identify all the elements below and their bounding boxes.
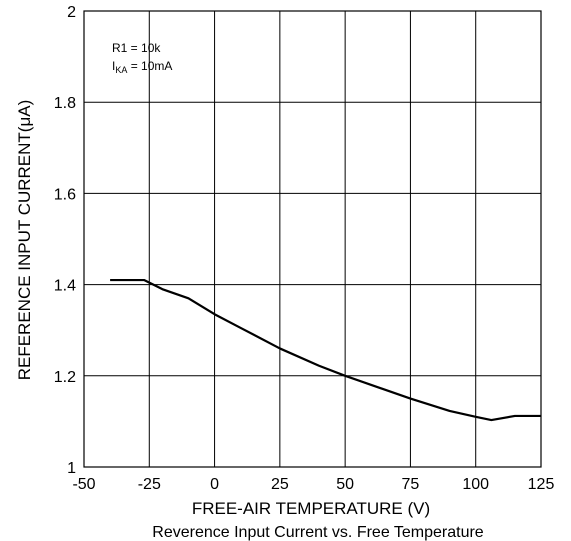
x-tick-label: -50	[72, 476, 95, 493]
y-tick-label: 1.2	[54, 369, 76, 386]
y-tick-label: 2	[67, 4, 76, 21]
x-tick-label: 25	[271, 476, 289, 493]
x-axis-label: FREE-AIR TEMPERATURE (V)	[192, 499, 430, 518]
grid	[83, 10, 542, 468]
series-points	[110, 280, 541, 420]
y-tick-label: 1	[67, 460, 76, 477]
series-line	[110, 278, 541, 422]
x-tick-label: 0	[210, 476, 219, 493]
x-tick-labels: -50 -25 0 25 50 75 100 125	[72, 476, 554, 493]
y-tick-label: 1.6	[54, 186, 76, 203]
annotation-ika: IKA = 10mA	[112, 59, 172, 75]
y-tick-label: 1.8	[54, 95, 76, 112]
y-tick-labels: 1 1.2 1.4 1.6 1.8 2	[54, 4, 76, 477]
y-tick-label: 1.4	[54, 278, 76, 295]
x-tick-label: 50	[336, 476, 354, 493]
x-tick-label: 100	[462, 476, 489, 493]
x-tick-label: -25	[138, 476, 161, 493]
y-axis-label: REFERENCE INPUT CURRENT(μA)	[15, 100, 34, 381]
plot-frame	[83, 10, 542, 468]
x-tick-label: 75	[402, 476, 420, 493]
annotation-r1: R1 = 10k	[112, 41, 161, 55]
x-tick-label: 125	[528, 476, 555, 493]
chart-caption: Reverence Input Current vs. Free Tempera…	[152, 524, 484, 541]
